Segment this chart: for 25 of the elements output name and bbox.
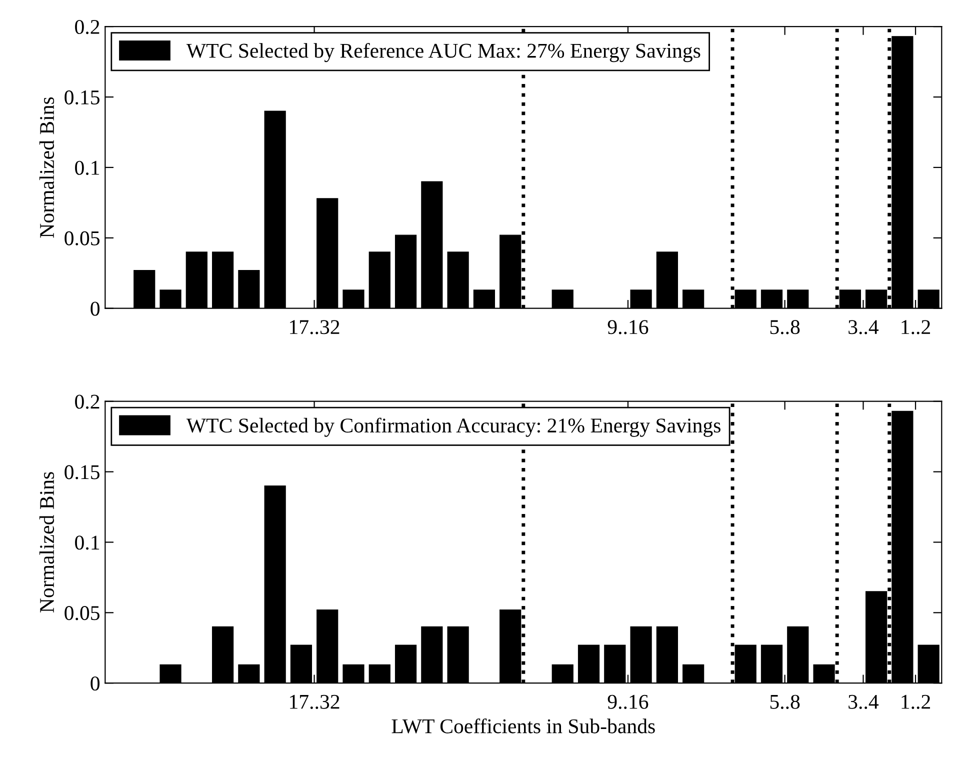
x-tick-label: 17..32 xyxy=(290,320,340,334)
x-tick-label: 1..2 xyxy=(902,320,930,334)
y-axis-title: Normalized Bins xyxy=(39,97,54,238)
y-tick-label: 0 xyxy=(90,302,100,316)
x-tick-label: 5..8 xyxy=(770,694,800,709)
y-tick-label: 0.2 xyxy=(75,20,100,34)
x-tick-label: 3..4 xyxy=(848,694,879,709)
y-axis-title: Normalized Bins xyxy=(39,472,54,612)
y-tick-label: 0 xyxy=(90,676,100,691)
y-tick-label: 0.05 xyxy=(64,231,100,246)
x-tick-label: 5..8 xyxy=(770,320,800,334)
x-tick-label: 3..4 xyxy=(848,320,879,334)
x-axis-title: LWT Coefficients in Sub-bands xyxy=(392,718,655,734)
x-tick-label: 9..16 xyxy=(608,694,648,709)
x-tick-label: 1..2 xyxy=(902,694,930,709)
legend-label: WTC Selected by Confirmation Accuracy: 21% Energy Savings xyxy=(186,418,720,437)
y-tick-label: 0.15 xyxy=(64,90,100,105)
y-tick-label: 0.1 xyxy=(75,536,100,550)
legend-label: WTC Selected by Reference AUC Max: 27% Energy Savings xyxy=(186,42,700,62)
x-tick-label: 9..16 xyxy=(608,320,648,334)
x-tick-label: 17..32 xyxy=(290,694,340,709)
y-tick-label: 0.2 xyxy=(75,394,100,409)
y-tick-label: 0.05 xyxy=(64,606,100,620)
y-tick-label: 0.15 xyxy=(64,465,100,480)
y-tick-label: 0.1 xyxy=(75,160,100,175)
